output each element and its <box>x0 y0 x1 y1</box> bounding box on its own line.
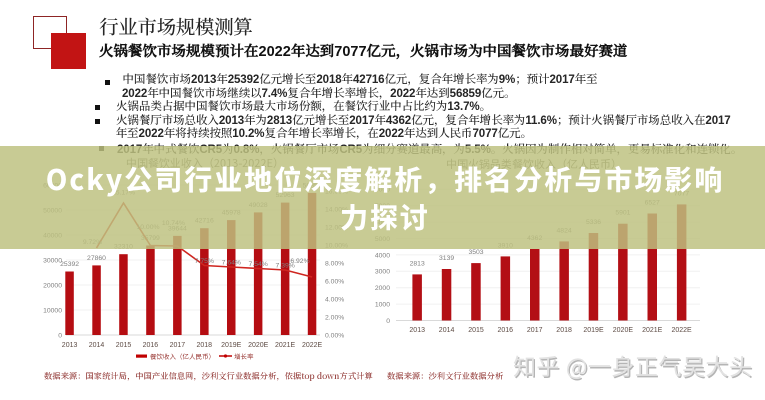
svg-text:2018: 2018 <box>556 327 572 334</box>
svg-text:2014: 2014 <box>439 327 455 334</box>
svg-text:2017: 2017 <box>527 327 543 334</box>
svg-text:10000: 10000 <box>43 308 62 315</box>
svg-text:6.00%: 6.00% <box>325 279 344 286</box>
svg-text:7.64%: 7.64% <box>222 260 241 267</box>
svg-text:30000: 30000 <box>43 258 62 265</box>
svg-text:7.54%: 7.54% <box>249 261 268 268</box>
svg-text:2021E: 2021E <box>275 342 296 349</box>
svg-text:8.00%: 8.00% <box>325 261 344 268</box>
svg-text:20000: 20000 <box>43 283 62 290</box>
svg-text:2017: 2017 <box>170 342 186 349</box>
svg-text:2000: 2000 <box>375 285 390 292</box>
svg-text:增长率: 增长率 <box>234 351 254 361</box>
svg-text:2016: 2016 <box>143 342 159 349</box>
svg-text:2022E: 2022E <box>302 342 323 349</box>
svg-text:2021E: 2021E <box>642 327 663 334</box>
svg-text:0.00%: 0.00% <box>325 333 344 340</box>
svg-text:2813: 2813 <box>410 260 425 267</box>
svg-text:2013: 2013 <box>62 342 78 349</box>
svg-text:2013: 2013 <box>409 327 425 334</box>
svg-text:0: 0 <box>386 318 390 325</box>
svg-text:0: 0 <box>58 333 62 340</box>
svg-text:2014: 2014 <box>89 342 105 349</box>
svg-text:7.75%: 7.75% <box>195 258 214 265</box>
svg-text:2020E: 2020E <box>613 327 634 334</box>
svg-text:2015: 2015 <box>116 342 132 349</box>
svg-text:数据来源：沙利文行业数据分析: 数据来源：沙利文行业数据分析 <box>387 370 504 382</box>
svg-text:2019E: 2019E <box>221 342 242 349</box>
svg-text:27860: 27860 <box>87 255 106 262</box>
svg-text:4.00%: 4.00% <box>325 297 344 304</box>
svg-text:7.39%: 7.39% <box>276 263 295 270</box>
svg-text:3139: 3139 <box>439 255 454 262</box>
svg-text:2019E: 2019E <box>583 327 604 334</box>
svg-text:2020E: 2020E <box>248 342 269 349</box>
svg-text:2.00%: 2.00% <box>325 315 344 322</box>
svg-text:2016: 2016 <box>498 327 514 334</box>
svg-text:餐饮收入（亿人民币）: 餐饮收入（亿人民币） <box>149 351 215 361</box>
svg-text:3000: 3000 <box>375 269 390 276</box>
svg-text:4000: 4000 <box>375 252 390 259</box>
svg-text:1000: 1000 <box>375 302 390 309</box>
svg-text:2015: 2015 <box>468 327 484 334</box>
svg-text:2022E: 2022E <box>671 327 692 334</box>
svg-text:数据来源：国家统计局，中国产业信息网，沙利文行业数据分析，依: 数据来源：国家统计局，中国产业信息网，沙利文行业数据分析，依据top down方… <box>44 370 373 382</box>
svg-text:2018: 2018 <box>197 342 213 349</box>
svg-text:6.92%: 6.92% <box>290 258 309 265</box>
svg-text:3503: 3503 <box>468 249 483 256</box>
svg-text:25392: 25392 <box>60 261 79 268</box>
